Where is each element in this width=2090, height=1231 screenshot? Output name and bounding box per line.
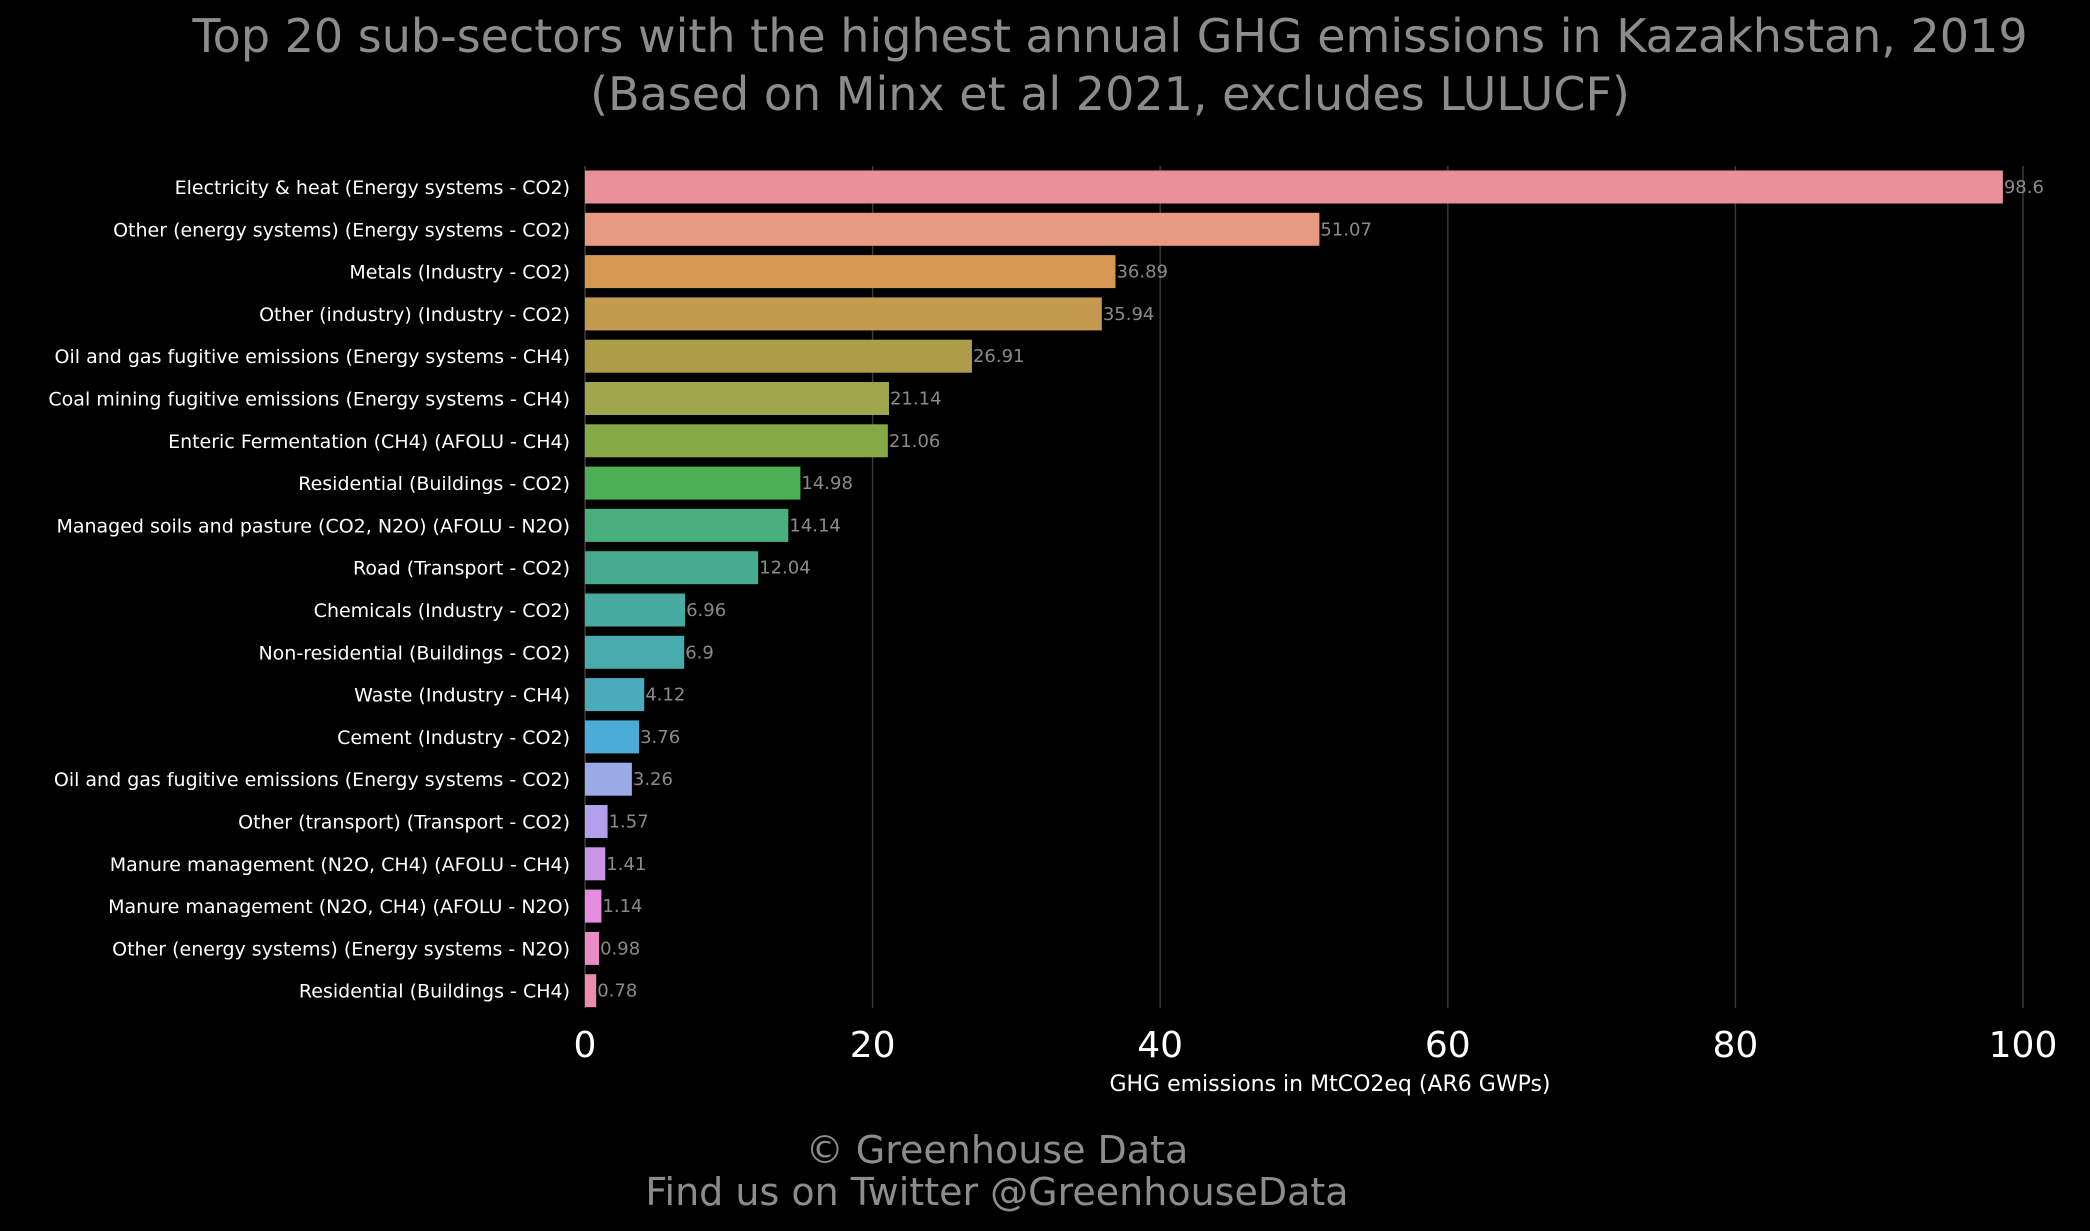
x-tick-label: 0 [574, 1025, 597, 1066]
bar [585, 678, 645, 712]
data-label: 1.14 [602, 896, 642, 917]
bar [585, 762, 632, 796]
category-label: Residential (Buildings - CH4) [299, 981, 570, 1003]
footer-copyright: © Greenhouse Data [806, 1128, 1189, 1172]
category-label: Oil and gas fugitive emissions (Energy s… [54, 769, 570, 791]
category-labels: Electricity & heat (Energy systems - CO2… [48, 177, 570, 1003]
x-tick-label: 80 [1712, 1025, 1758, 1066]
bar [585, 255, 1116, 289]
x-axis-title: GHG emissions in MtCO2eq (AR6 GWPs) [1109, 1072, 1550, 1097]
bar [585, 635, 685, 669]
data-label: 36.89 [1116, 262, 1168, 283]
bar [585, 339, 972, 373]
bar [585, 805, 608, 838]
bar [585, 593, 686, 627]
data-label: 26.91 [973, 346, 1025, 367]
category-label: Road (Transport - CO2) [353, 558, 570, 580]
chart-title: Top 20 sub-sectors with the highest annu… [191, 9, 2027, 63]
data-label: 35.94 [1103, 304, 1155, 325]
category-label: Managed soils and pasture (CO2, N2O) (AF… [56, 515, 570, 537]
bar [585, 889, 602, 923]
bar [585, 382, 889, 415]
category-label: Other (energy systems) (Energy systems -… [113, 219, 570, 241]
bar [585, 720, 640, 754]
data-label: 3.76 [640, 727, 680, 748]
bar [585, 466, 801, 500]
chart-subtitle: (Based on Minx et al 2021, excludes LULU… [590, 67, 1630, 121]
category-label: Electricity & heat (Energy systems - CO2… [175, 177, 570, 199]
data-label: 0.98 [600, 938, 640, 959]
bar [585, 847, 606, 881]
bars [585, 170, 2003, 1008]
data-label: 14.14 [789, 515, 841, 536]
category-label: Other (energy systems) (Energy systems -… [112, 938, 570, 960]
x-tick-label: 20 [850, 1025, 896, 1066]
data-label: 51.07 [1320, 219, 1372, 240]
category-label: Waste (Industry - CH4) [354, 685, 570, 707]
data-label: 98.6 [2004, 177, 2044, 198]
grid-lines [584, 166, 2024, 1008]
category-label: Metals (Industry - CO2) [349, 262, 570, 284]
bar [585, 212, 1320, 246]
data-label: 12.04 [759, 558, 811, 579]
category-label: Non-residential (Buildings - CO2) [258, 642, 570, 664]
footer-twitter: Find us on Twitter @GreenhouseData [645, 1170, 1348, 1214]
category-label: Manure management (N2O, CH4) (AFOLU - CH… [110, 854, 570, 876]
x-axis-ticks: 0 20 40 60 80 100 [574, 1025, 2058, 1066]
bar [585, 424, 888, 458]
bar [585, 931, 600, 965]
category-label: Other (transport) (Transport - CO2) [238, 812, 570, 834]
data-label: 1.41 [606, 854, 646, 875]
category-label: Manure management (N2O, CH4) (AFOLU - N2… [108, 896, 570, 918]
data-label: 1.57 [609, 812, 649, 833]
x-tick-label: 100 [1989, 1025, 2058, 1066]
bar [585, 551, 759, 585]
bar [585, 170, 2003, 204]
category-label: Residential (Buildings - CO2) [298, 473, 570, 495]
data-label: 0.78 [597, 981, 637, 1002]
category-label: Chemicals (Industry - CO2) [314, 600, 570, 622]
category-label: Other (industry) (Industry - CO2) [259, 304, 570, 326]
category-label: Enteric Fermentation (CH4) (AFOLU - CH4) [168, 431, 570, 453]
value-labels: 98.6 51.07 36.89 35.94 26.91 21.14 21.06 14.98 1… [597, 177, 2044, 1002]
data-label: 14.98 [801, 473, 853, 494]
data-label: 6.9 [685, 642, 714, 663]
x-tick-label: 60 [1425, 1025, 1471, 1066]
data-label: 6.96 [686, 600, 726, 621]
bar [585, 974, 597, 1008]
x-tick-label: 40 [1137, 1025, 1183, 1066]
data-label: 21.06 [889, 431, 941, 452]
category-label: Cement (Industry - CO2) [337, 727, 570, 749]
data-label: 21.14 [890, 389, 942, 410]
data-label: 4.12 [645, 685, 685, 706]
bar [585, 508, 789, 542]
category-label: Oil and gas fugitive emissions (Energy s… [55, 346, 570, 368]
bar [585, 297, 1102, 331]
data-label: 3.26 [633, 769, 673, 790]
category-label: Coal mining fugitive emissions (Energy s… [48, 389, 570, 411]
